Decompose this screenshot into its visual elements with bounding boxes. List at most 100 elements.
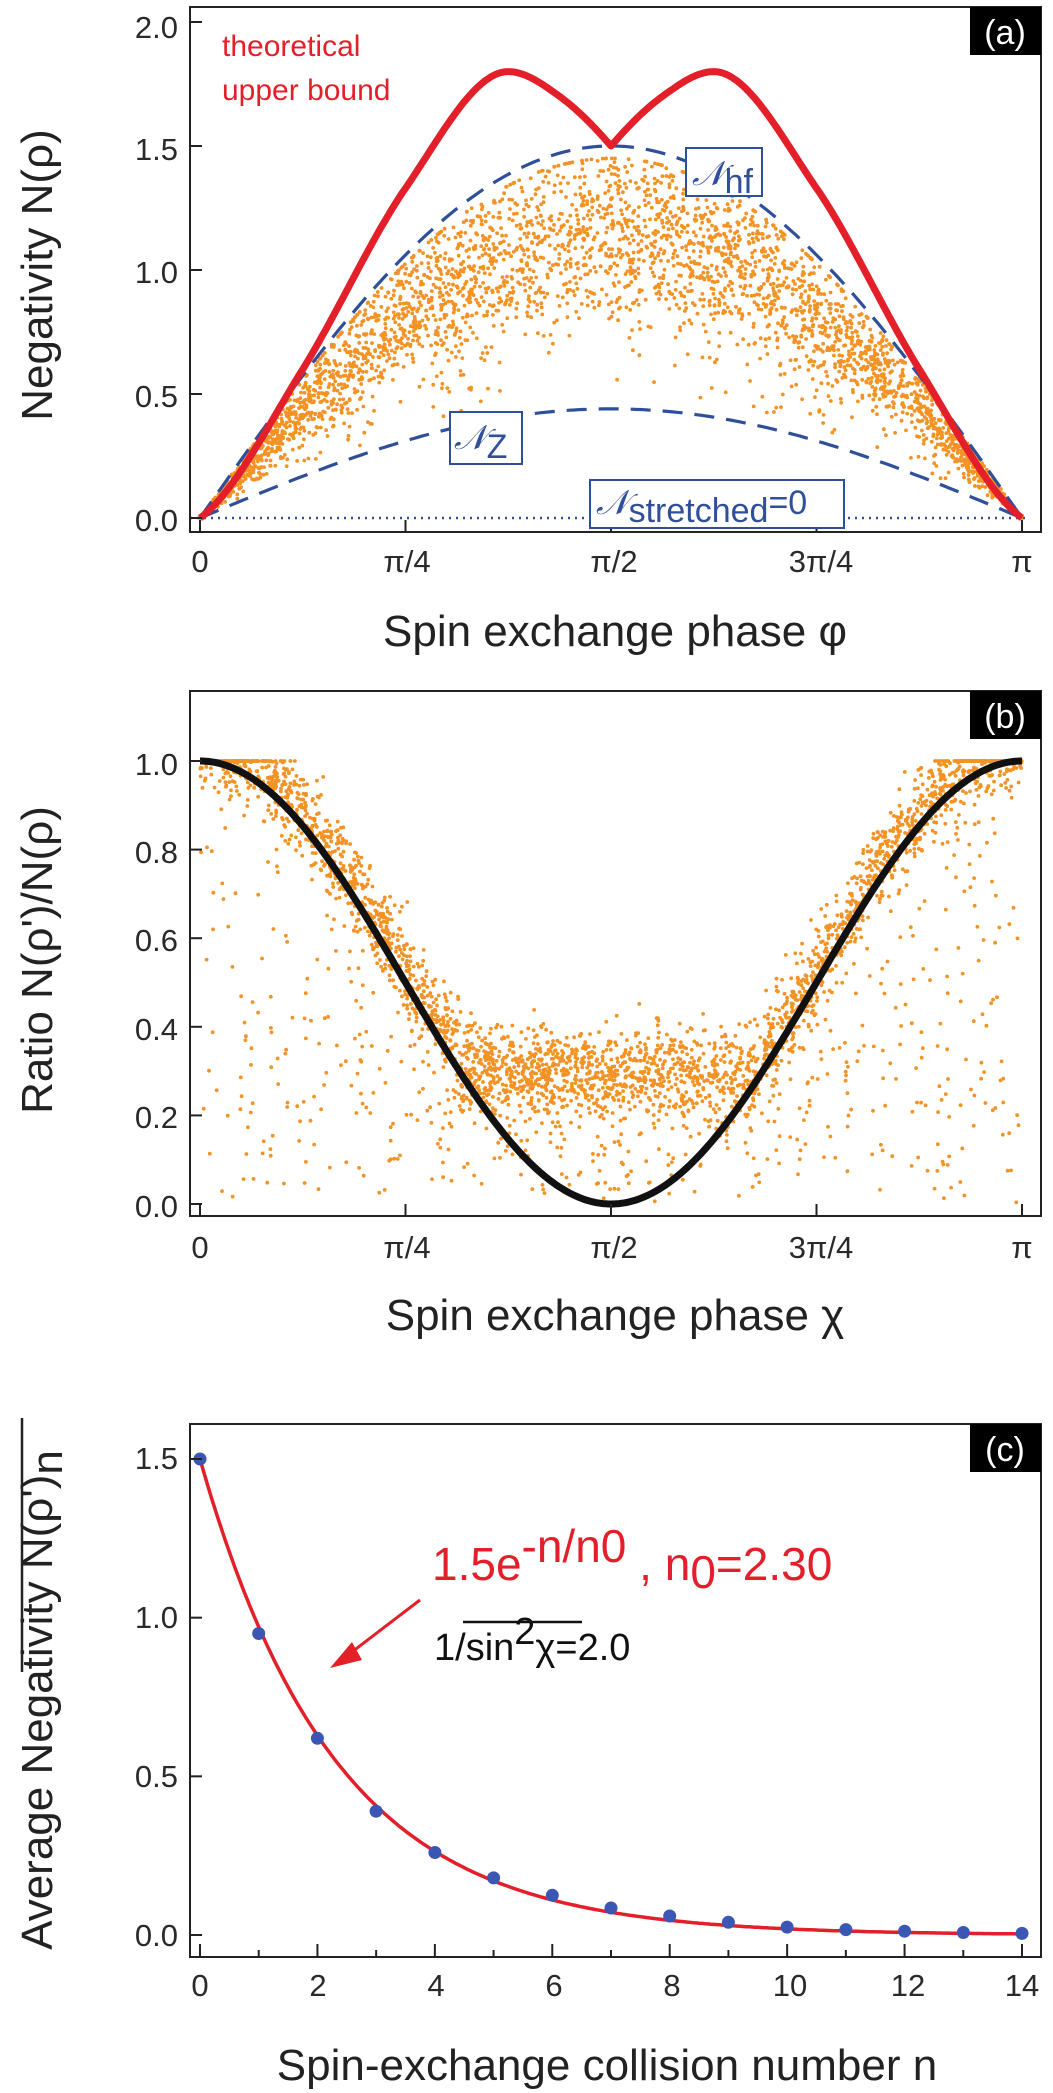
panel-b-point bbox=[382, 898, 387, 903]
panel-a-point bbox=[662, 203, 667, 208]
panel-a-point bbox=[531, 231, 536, 236]
panel-b-point bbox=[533, 1109, 538, 1114]
panel-a-point bbox=[831, 344, 836, 348]
panel-a-point bbox=[577, 316, 581, 321]
panel-a-point bbox=[834, 378, 839, 382]
panel-a-point bbox=[808, 411, 813, 416]
panel-b-point bbox=[780, 1025, 785, 1030]
panel-a-point bbox=[552, 223, 556, 227]
panel-a-point bbox=[562, 282, 566, 287]
panel-b-point bbox=[428, 991, 433, 995]
panel-a-point bbox=[813, 395, 817, 399]
panel-b-point bbox=[260, 765, 264, 770]
panel-b-point bbox=[790, 1049, 795, 1054]
panel-a-point bbox=[723, 270, 727, 274]
panel-b-point bbox=[405, 942, 409, 946]
panel-a-point bbox=[810, 329, 814, 333]
panel-a-point bbox=[557, 304, 562, 308]
panel-a-point bbox=[528, 176, 533, 181]
panel-a-point bbox=[465, 312, 470, 317]
panel-b-point bbox=[553, 1062, 557, 1067]
panel-a-point bbox=[585, 233, 590, 238]
panel-a-point bbox=[819, 381, 824, 386]
panel-b-point bbox=[655, 1063, 659, 1068]
panel-a-point bbox=[353, 354, 357, 359]
panel-b-point bbox=[414, 1019, 419, 1024]
panel-a-point bbox=[725, 305, 730, 310]
panel-a-point bbox=[706, 340, 711, 344]
panel-b-point bbox=[789, 976, 794, 981]
panel-a-point bbox=[426, 317, 430, 322]
panel-b-point bbox=[771, 1093, 776, 1098]
panel-b-point bbox=[519, 1110, 523, 1114]
panel-b-point bbox=[317, 1041, 321, 1046]
panel-a-point bbox=[918, 419, 922, 424]
nz-label-box bbox=[449, 411, 523, 465]
panel-a-point bbox=[832, 348, 836, 353]
panel-a-point bbox=[869, 333, 874, 338]
panel-b-point bbox=[880, 849, 885, 854]
panel-a-point bbox=[652, 187, 657, 192]
panel-a-point bbox=[538, 285, 543, 290]
panel-a-point bbox=[660, 163, 664, 168]
panel-a-point bbox=[648, 325, 653, 330]
panel-a-point bbox=[678, 290, 683, 295]
panel-b-point bbox=[972, 876, 976, 880]
panel-b-point bbox=[908, 848, 912, 853]
panel-a-point bbox=[773, 293, 778, 297]
panel-a-point bbox=[413, 289, 418, 294]
panel-a-point bbox=[588, 269, 593, 273]
panel-a-point bbox=[332, 397, 336, 401]
panel-a-point bbox=[581, 203, 586, 208]
panel-a-point bbox=[492, 200, 496, 205]
panel-a-point bbox=[924, 436, 929, 441]
panel-a-point bbox=[728, 224, 733, 229]
panel-a-point bbox=[417, 335, 421, 340]
panel-a-point bbox=[719, 274, 723, 278]
panel-a-point bbox=[391, 310, 396, 315]
panel-b-point bbox=[852, 961, 856, 966]
panel-b-point bbox=[985, 786, 990, 791]
panel-a-point bbox=[637, 231, 641, 236]
panel-a-point bbox=[486, 210, 491, 215]
panel-b-point bbox=[822, 990, 826, 994]
panel-a-point bbox=[828, 311, 833, 315]
panel-a-point bbox=[804, 251, 808, 256]
panel-b-point bbox=[469, 1011, 473, 1016]
panel-a-point bbox=[878, 348, 883, 352]
panel-b-point bbox=[626, 1149, 631, 1154]
panel-b-point bbox=[797, 1106, 802, 1111]
panel-a-point bbox=[404, 343, 408, 348]
panel-b-point bbox=[819, 1057, 824, 1061]
panel-a-point bbox=[321, 370, 326, 374]
panel-a-point bbox=[352, 360, 356, 365]
panel-a-point bbox=[767, 322, 771, 327]
panel-a-point bbox=[440, 293, 445, 298]
panel-a-point bbox=[760, 250, 764, 254]
panel-a-point bbox=[673, 287, 678, 292]
panel-a-point bbox=[519, 185, 524, 190]
panel-a-point bbox=[867, 393, 872, 398]
panel-a-point bbox=[621, 236, 626, 241]
panel-a-point bbox=[491, 324, 496, 328]
panel-a-point bbox=[512, 212, 516, 216]
panel-a-point bbox=[529, 197, 534, 201]
panel-a-point bbox=[770, 268, 775, 273]
panel-a-point bbox=[724, 239, 729, 244]
panel-a-point bbox=[808, 256, 813, 261]
panel-a-point bbox=[728, 330, 733, 335]
panel-a-point bbox=[347, 331, 352, 336]
panel-a-point bbox=[401, 301, 406, 306]
panel-a-point bbox=[581, 198, 586, 203]
panel-b-point bbox=[400, 904, 404, 909]
panel-a-point bbox=[652, 274, 657, 278]
panel-a-point bbox=[508, 182, 513, 187]
panel-a-point bbox=[800, 317, 805, 322]
panel-b-point bbox=[331, 885, 336, 889]
panel-b-point bbox=[523, 1148, 528, 1153]
panel-a-point bbox=[435, 255, 440, 260]
panel-a-point bbox=[463, 338, 468, 342]
panel-a-point bbox=[364, 332, 369, 336]
panel-a-point bbox=[817, 264, 822, 269]
panel-a-point bbox=[285, 406, 290, 411]
